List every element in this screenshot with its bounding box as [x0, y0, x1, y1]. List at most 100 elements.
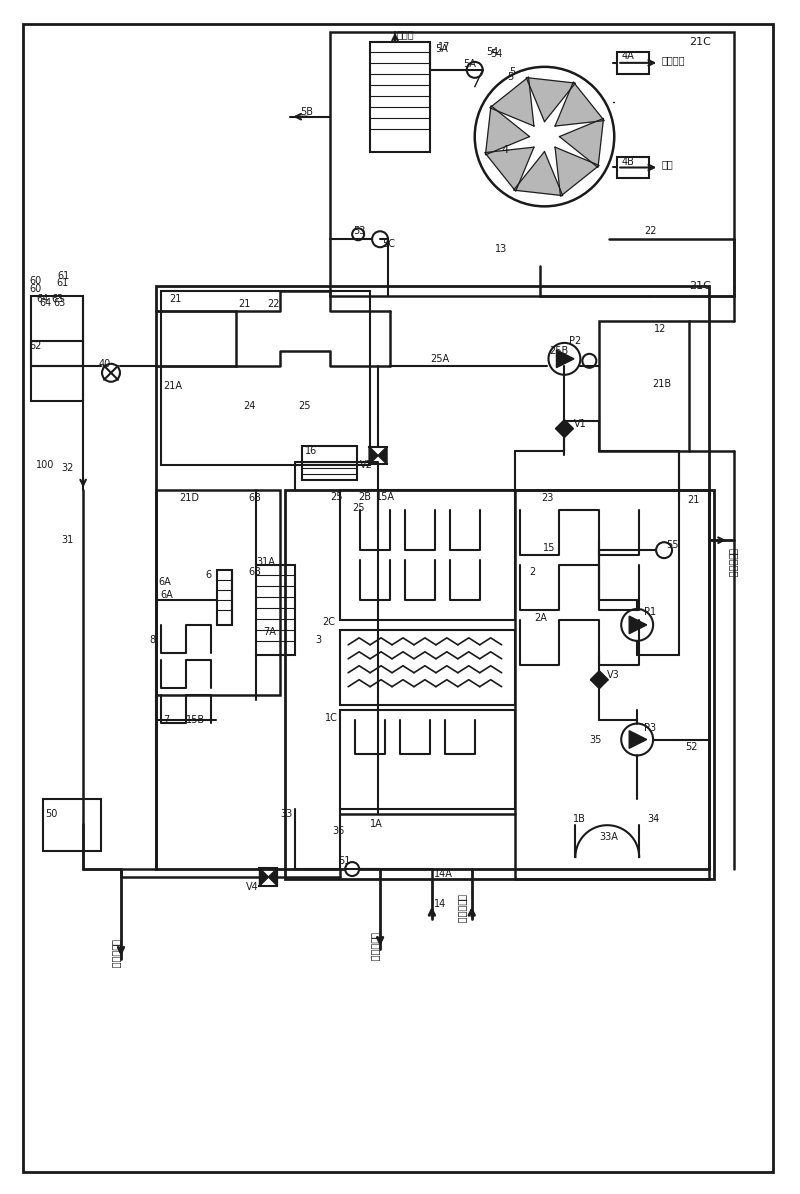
- Text: 61: 61: [56, 278, 69, 288]
- Text: P1: P1: [644, 607, 656, 617]
- Text: 14: 14: [434, 899, 446, 909]
- Polygon shape: [590, 679, 608, 689]
- Text: 54: 54: [486, 47, 498, 57]
- Text: 7A: 7A: [263, 627, 276, 636]
- Bar: [31, 296, 83, 365]
- Bar: [340, 709, 514, 810]
- Circle shape: [622, 724, 653, 756]
- Text: 21C: 21C: [689, 281, 711, 291]
- Text: 36: 36: [332, 826, 345, 836]
- Text: 54: 54: [490, 49, 502, 59]
- Text: 冷温水入口: 冷温水入口: [458, 894, 468, 924]
- Text: P2: P2: [570, 336, 582, 346]
- Text: 21A: 21A: [163, 381, 182, 390]
- Text: 2: 2: [530, 567, 536, 577]
- Text: 51: 51: [338, 856, 350, 866]
- Text: 15A: 15A: [376, 492, 395, 503]
- Polygon shape: [590, 671, 608, 679]
- Text: 21D: 21D: [178, 493, 198, 504]
- Text: 55: 55: [666, 540, 678, 550]
- Bar: [156, 491, 281, 695]
- Text: 40: 40: [99, 359, 111, 369]
- Text: 冷却水入口: 冷却水入口: [729, 548, 739, 578]
- Text: 冷温水出口: 冷温水出口: [370, 933, 380, 961]
- Text: 燃料: 燃料: [661, 160, 673, 170]
- Text: 5A: 5A: [435, 44, 448, 54]
- Polygon shape: [259, 868, 269, 886]
- Polygon shape: [630, 731, 646, 749]
- Text: 8: 8: [149, 635, 155, 645]
- Polygon shape: [555, 147, 599, 196]
- Bar: [370, 42, 430, 152]
- Text: 15B: 15B: [186, 714, 205, 725]
- Text: 52: 52: [685, 743, 698, 752]
- Text: 4: 4: [502, 144, 509, 154]
- Text: 60: 60: [30, 276, 42, 287]
- Text: 6B: 6B: [249, 493, 262, 504]
- Text: 50: 50: [46, 810, 58, 819]
- Text: 64: 64: [36, 294, 49, 304]
- Circle shape: [466, 62, 482, 78]
- Bar: [599, 321, 689, 450]
- Text: V1: V1: [574, 419, 587, 429]
- Text: 23: 23: [542, 493, 554, 504]
- Polygon shape: [555, 429, 574, 437]
- Text: 21: 21: [238, 298, 251, 309]
- Text: 22: 22: [644, 227, 657, 236]
- Polygon shape: [526, 78, 575, 122]
- Text: 61: 61: [57, 271, 70, 281]
- Text: 6A: 6A: [161, 590, 174, 601]
- Circle shape: [102, 364, 120, 382]
- Text: 6B: 6B: [249, 567, 262, 577]
- Text: P3: P3: [644, 722, 656, 733]
- Polygon shape: [269, 868, 278, 886]
- Text: 24: 24: [243, 401, 256, 411]
- Text: 63: 63: [51, 294, 63, 304]
- Text: 53: 53: [353, 227, 366, 236]
- Text: 16: 16: [306, 445, 318, 455]
- Text: 25: 25: [330, 492, 342, 503]
- Text: 7: 7: [163, 714, 169, 725]
- Bar: [161, 291, 370, 466]
- Text: V2: V2: [360, 461, 373, 470]
- Text: 1B: 1B: [574, 814, 586, 824]
- Circle shape: [582, 353, 596, 368]
- Polygon shape: [485, 147, 534, 191]
- Bar: [302, 445, 357, 480]
- Text: 6A: 6A: [159, 577, 171, 587]
- Bar: [43, 799, 101, 851]
- Bar: [217, 570, 231, 624]
- Text: 31: 31: [61, 535, 74, 546]
- Circle shape: [656, 542, 672, 558]
- Polygon shape: [514, 152, 562, 196]
- Text: 32: 32: [61, 463, 74, 474]
- Text: 64: 64: [39, 298, 51, 308]
- Text: 5A: 5A: [462, 59, 476, 69]
- Text: 63: 63: [54, 298, 66, 308]
- Text: 25: 25: [352, 504, 365, 513]
- Text: 12: 12: [654, 324, 666, 334]
- Circle shape: [352, 228, 364, 240]
- Polygon shape: [630, 616, 646, 634]
- Bar: [330, 32, 734, 296]
- Text: 5: 5: [510, 67, 516, 76]
- Circle shape: [474, 67, 614, 207]
- Text: 3: 3: [315, 635, 322, 645]
- Text: 排気体: 排気体: [397, 29, 414, 39]
- Bar: [156, 287, 709, 869]
- Bar: [618, 51, 649, 74]
- Text: 冷却水出口: 冷却水出口: [111, 938, 121, 968]
- Bar: [340, 630, 514, 704]
- Bar: [618, 156, 649, 178]
- Text: 21C: 21C: [689, 37, 711, 47]
- Polygon shape: [555, 82, 604, 127]
- Polygon shape: [555, 419, 574, 429]
- Polygon shape: [557, 350, 574, 368]
- Text: 5B: 5B: [300, 106, 314, 117]
- Text: 4B: 4B: [622, 156, 634, 166]
- Bar: [255, 565, 295, 654]
- Circle shape: [549, 343, 580, 375]
- Bar: [31, 341, 83, 401]
- Text: 2B: 2B: [358, 492, 371, 503]
- Polygon shape: [378, 447, 387, 464]
